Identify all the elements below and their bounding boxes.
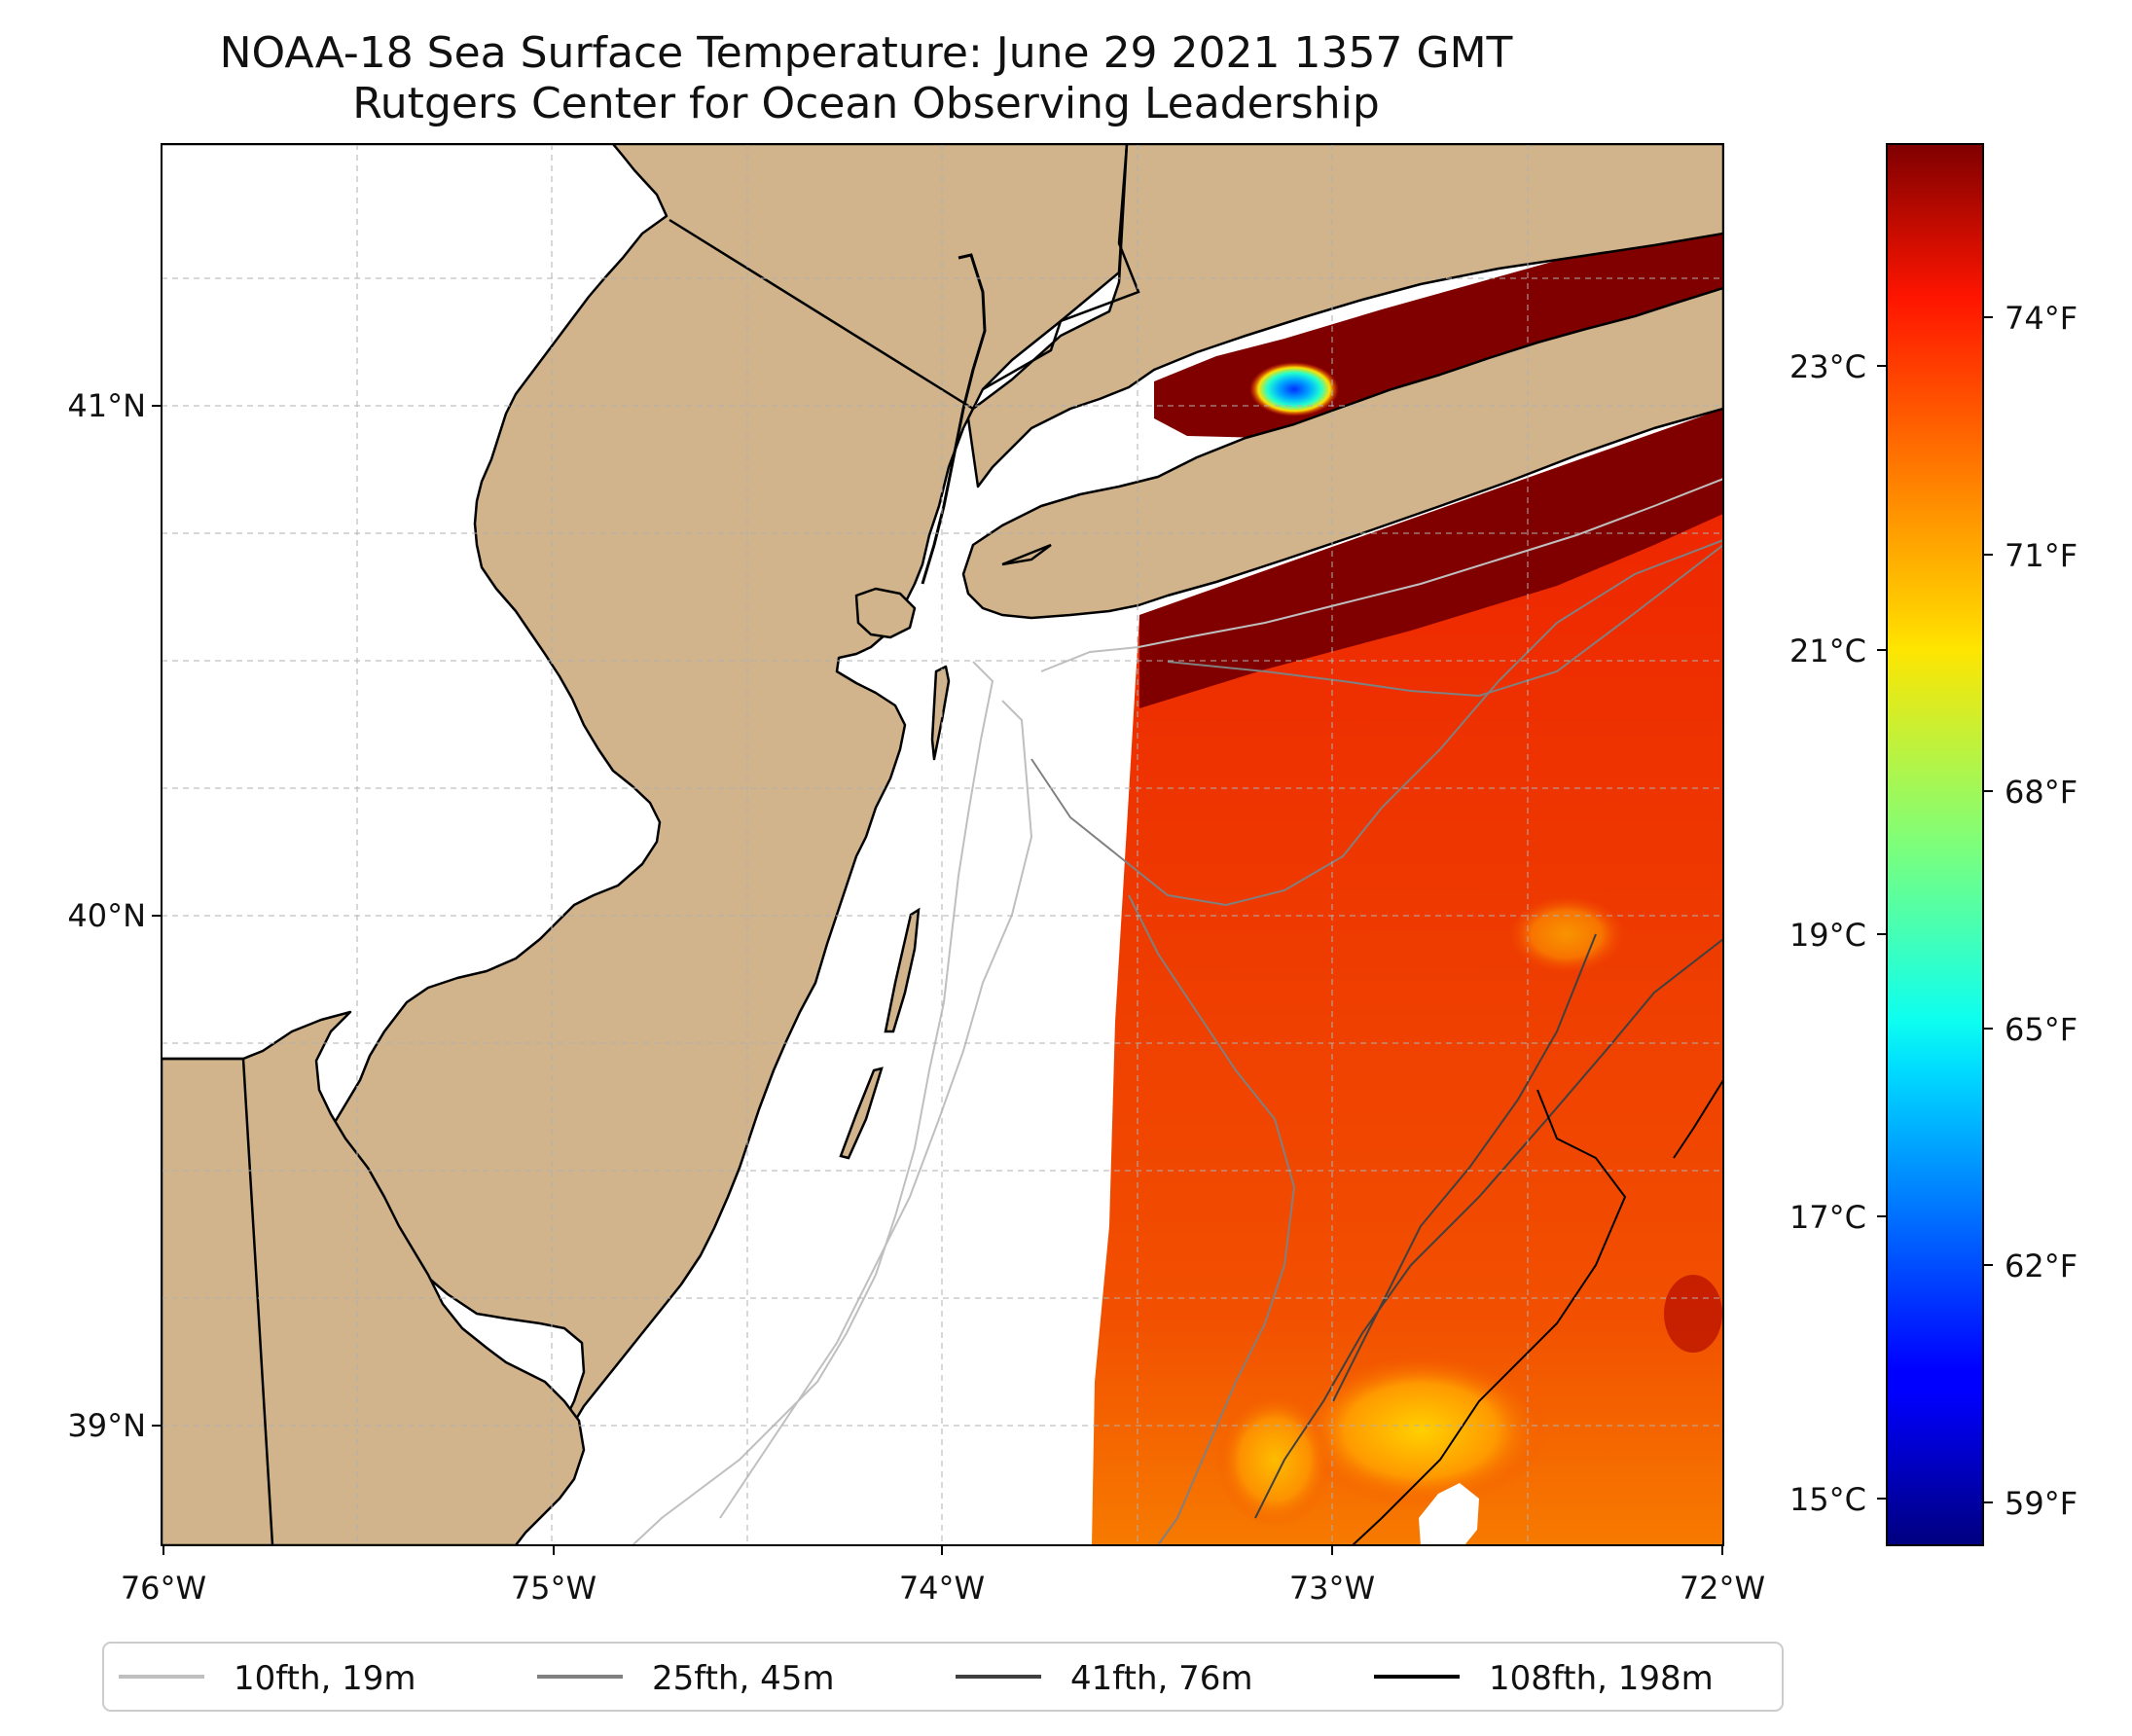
chart-title: NOAA-18 Sea Surface Temperature: June 29… — [219, 28, 1513, 78]
lon-tick-label: 76°W — [121, 1570, 206, 1607]
legend-item: 10fth, 19m — [119, 1659, 416, 1698]
colorbar-c-tick: 19°C — [1789, 917, 1866, 954]
legend-box — [102, 1642, 1784, 1712]
lat-tick-label: 40°N — [67, 897, 146, 934]
lon-tick-label: 73°W — [1289, 1570, 1375, 1607]
gridlines — [162, 144, 1723, 1545]
colorbar-f-tick: 74°F — [2005, 300, 2078, 337]
colorbar-c-tick: 15°C — [1789, 1481, 1866, 1518]
legend-label: 25fth, 45m — [652, 1659, 835, 1698]
isobaths — [632, 478, 1723, 1545]
legend-label: 41fth, 76m — [1070, 1659, 1253, 1698]
colorbar-f-tick: 68°F — [2005, 774, 2078, 811]
hudson-river — [921, 253, 987, 585]
lon-tick-label: 75°W — [511, 1570, 596, 1607]
colorbar-f-tick: 65°F — [2005, 1011, 2078, 1048]
axis-ticks — [152, 405, 1723, 1555]
colorbar-f-tick: 71°F — [2005, 537, 2078, 574]
lat-tick-label: 39°N — [67, 1407, 146, 1444]
legend-item: 108fth, 198m — [1374, 1659, 1714, 1698]
legend-item: 25fth, 45m — [537, 1659, 835, 1698]
chart-subtitle: Rutgers Center for Ocean Observing Leade… — [352, 79, 1380, 128]
land — [162, 144, 1723, 1545]
colorbar: 74°F 71°F 68°F 65°F 62°F 59°F 23°C 21°C … — [1789, 143, 2078, 1546]
lon-tick-label: 74°W — [899, 1570, 985, 1607]
colorbar-c-tick: 17°C — [1789, 1199, 1866, 1236]
colorbar-f-tick: 59°F — [2005, 1485, 2078, 1522]
lon-tick-labels: 76°W 75°W 74°W 73°W 72°W — [121, 1570, 1765, 1607]
colorbar-f-tick: 62°F — [2005, 1248, 2078, 1284]
map-panel — [162, 144, 1723, 1545]
barrier-islands — [839, 543, 1052, 1160]
legend: 10fth, 19m 25fth, 45m 41fth, 76m 108fth,… — [102, 1642, 1784, 1712]
legend-label: 10fth, 19m — [234, 1659, 416, 1698]
colorbar-c-tick: 21°C — [1789, 633, 1866, 669]
lat-tick-label: 41°N — [67, 387, 146, 424]
state-boundaries — [162, 144, 1140, 1545]
lon-tick-label: 72°W — [1680, 1570, 1765, 1607]
legend-item: 41fth, 76m — [956, 1659, 1253, 1698]
colorbar-gradient — [1886, 143, 1984, 1546]
lat-tick-labels: 41°N 40°N 39°N — [67, 387, 146, 1444]
legend-label: 108fth, 198m — [1489, 1659, 1714, 1698]
colorbar-c-tick: 23°C — [1789, 348, 1866, 385]
